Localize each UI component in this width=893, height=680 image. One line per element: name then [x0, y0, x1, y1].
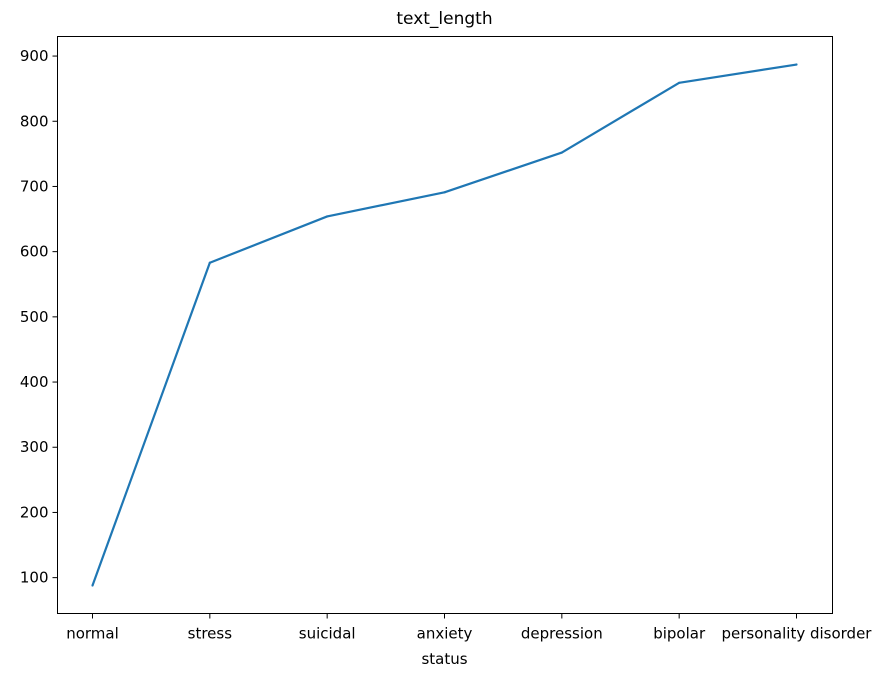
- data-point: [443, 191, 446, 194]
- y-axis: 100 200 300 400 500 600 700 800 900: [20, 47, 58, 587]
- y-tick-label: 400: [20, 373, 49, 391]
- chart-title: text_length: [396, 9, 492, 29]
- data-point: [326, 215, 329, 218]
- data-point: [560, 151, 563, 154]
- data-point: [678, 81, 681, 84]
- x-tick-label: depression: [521, 625, 603, 643]
- plot-area: [57, 36, 833, 614]
- y-tick-label: 600: [20, 243, 49, 261]
- y-tick-label: 200: [20, 503, 49, 521]
- series-line: [91, 63, 797, 586]
- series-layer: [91, 63, 798, 587]
- y-tick-label: 900: [20, 47, 49, 65]
- data-point: [91, 584, 94, 587]
- x-tick-label: personality disorder: [722, 625, 873, 643]
- data-point: [795, 63, 798, 66]
- x-tick-label: bipolar: [653, 625, 706, 643]
- x-tick-label: normal: [66, 625, 119, 643]
- y-tick-label: 700: [20, 177, 49, 195]
- x-axis-label: status: [421, 650, 467, 668]
- y-tick-label: 300: [20, 438, 49, 456]
- y-tick-label: 100: [20, 569, 49, 587]
- data-point: [208, 261, 211, 264]
- x-tick-label: anxiety: [417, 625, 473, 643]
- x-tick-label: suicidal: [299, 625, 356, 643]
- x-tick-label: stress: [188, 625, 233, 643]
- y-tick-label: 800: [20, 112, 49, 130]
- y-tick-label: 500: [20, 308, 49, 326]
- x-axis: normal stress suicidal anxiety depression bip…: [66, 613, 873, 643]
